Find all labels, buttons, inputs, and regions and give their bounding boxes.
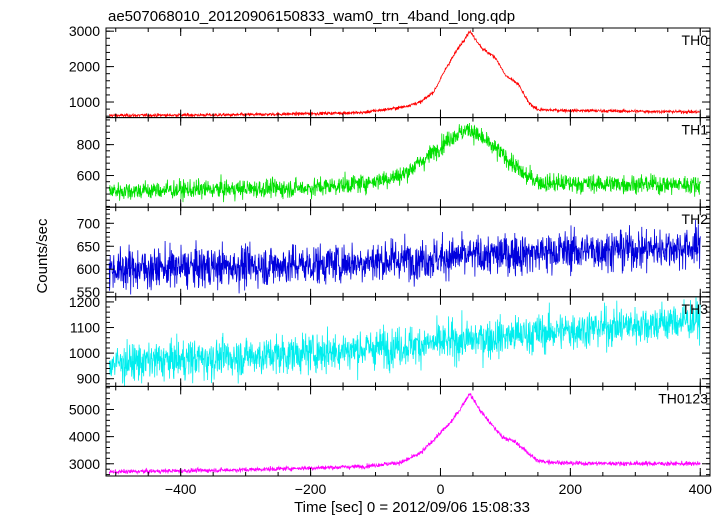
y-axis-label: Counts/sec bbox=[34, 218, 51, 294]
y-tick-label: 900 bbox=[77, 371, 101, 387]
panel-th0: 1000 2000 3000 TH0 bbox=[69, 23, 711, 119]
panel-th0123: 3000 4000 5000 TH0123 bbox=[69, 385, 711, 477]
x-axis-label: Time [sec] 0 = 2012/09/06 15:08:33 bbox=[294, 499, 530, 516]
panel-th1: 600 800 TH1 bbox=[77, 117, 711, 208]
y-tick-label: 800 bbox=[77, 137, 101, 153]
series-line-th0123 bbox=[108, 393, 701, 475]
panel-frame bbox=[105, 385, 711, 477]
y-tick-label: 4000 bbox=[69, 429, 100, 445]
series-line-th0 bbox=[108, 29, 701, 118]
y-tick-label: 650 bbox=[77, 238, 101, 254]
series-line-th1 bbox=[108, 122, 701, 203]
panel-th3: 900 1000 1100 1200 TH3 bbox=[69, 294, 711, 387]
chart-title: ae507068010_20120906150833_wam0_trn_4ban… bbox=[108, 8, 515, 25]
x-tick-label: 400 bbox=[689, 481, 713, 497]
panel-label: TH0 bbox=[682, 32, 709, 48]
panel-label: TH0123 bbox=[658, 390, 708, 406]
y-tick-label: 1100 bbox=[70, 320, 100, 336]
x-tick-label: −400 bbox=[165, 481, 197, 497]
y-tick-label: 600 bbox=[77, 168, 101, 184]
y-tick-label: 700 bbox=[77, 215, 101, 231]
panel-frame bbox=[105, 27, 711, 119]
panel-label: TH2 bbox=[682, 211, 709, 227]
panel-frame bbox=[105, 296, 711, 387]
y-tick-label: 600 bbox=[77, 261, 101, 277]
series-line-th2 bbox=[108, 219, 701, 295]
panel-label: TH3 bbox=[682, 301, 709, 317]
y-tick-label: 1000 bbox=[69, 345, 100, 361]
x-tick-label: 0 bbox=[437, 481, 445, 497]
series-line-th3 bbox=[108, 296, 701, 387]
panel-frame bbox=[105, 117, 711, 208]
y-tick-label: 3000 bbox=[69, 23, 100, 39]
y-tick-label: 1200 bbox=[69, 294, 100, 310]
y-tick-label: 3000 bbox=[69, 456, 100, 472]
y-tick-label: 2000 bbox=[69, 59, 100, 75]
y-tick-label: 550 bbox=[77, 284, 101, 300]
panel-th2: 550 600 650 700 TH2 bbox=[77, 206, 711, 300]
x-tick-label: −200 bbox=[295, 481, 327, 497]
y-tick-label: 1000 bbox=[69, 94, 100, 110]
y-tick-label: 5000 bbox=[69, 401, 100, 417]
panel-label: TH1 bbox=[682, 122, 709, 138]
x-tick-label: 200 bbox=[559, 481, 583, 497]
